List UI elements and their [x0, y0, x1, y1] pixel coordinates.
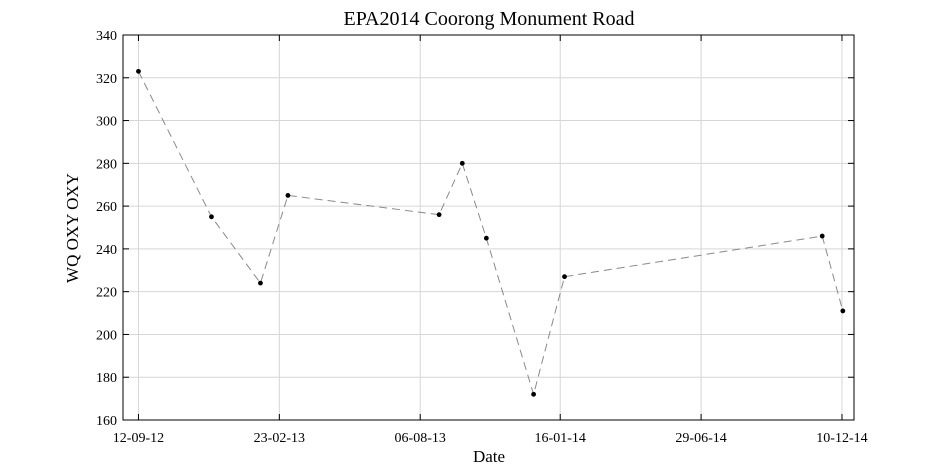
- y-tick-label: 320: [96, 72, 117, 87]
- y-tick-label: 160: [96, 414, 117, 429]
- y-tick-label: 180: [96, 371, 117, 386]
- x-tick-label: 06-08-13: [395, 431, 446, 446]
- y-tick-label: 340: [96, 29, 117, 44]
- data-point: [209, 214, 214, 220]
- x-tick-label: 29-06-14: [675, 431, 726, 446]
- series-oxy: [138, 71, 844, 397]
- data-point: [562, 274, 567, 280]
- x-tick-label: 23-02-13: [254, 431, 305, 446]
- y-tick-label: 280: [96, 157, 117, 172]
- data-markers: [136, 68, 846, 397]
- x-tick-label: 10-12-14: [816, 431, 867, 446]
- y-tick-label: 220: [96, 286, 117, 301]
- data-point: [459, 160, 465, 166]
- data-point: [436, 212, 442, 218]
- y-tick-label: 300: [96, 115, 117, 130]
- y-tick-label: 260: [96, 200, 117, 215]
- chart-title: EPA2014 Coorong Monument Road: [344, 8, 635, 30]
- data-point: [285, 193, 291, 198]
- data-point: [819, 233, 825, 239]
- data-point: [136, 68, 141, 74]
- x-tick-label: 16-01-14: [535, 431, 586, 446]
- y-tick-label: 200: [96, 328, 117, 343]
- axis-ticks: 160 180 200 220 240 260 280 300 320 340 12-09-12 23…: [96, 29, 868, 446]
- grid-lines: [123, 34, 854, 421]
- series-line: [138, 71, 844, 397]
- data-point: [531, 391, 536, 397]
- plot-area-box: [122, 34, 855, 421]
- x-tick-label: 12-09-12: [113, 431, 164, 446]
- x-axis-label: Date: [473, 447, 505, 466]
- data-point: [483, 235, 489, 241]
- data-point: [258, 280, 263, 286]
- y-axis-label: WQ OXY OXY: [63, 173, 82, 283]
- y-tick-label: 240: [96, 243, 117, 258]
- data-point: [840, 308, 846, 314]
